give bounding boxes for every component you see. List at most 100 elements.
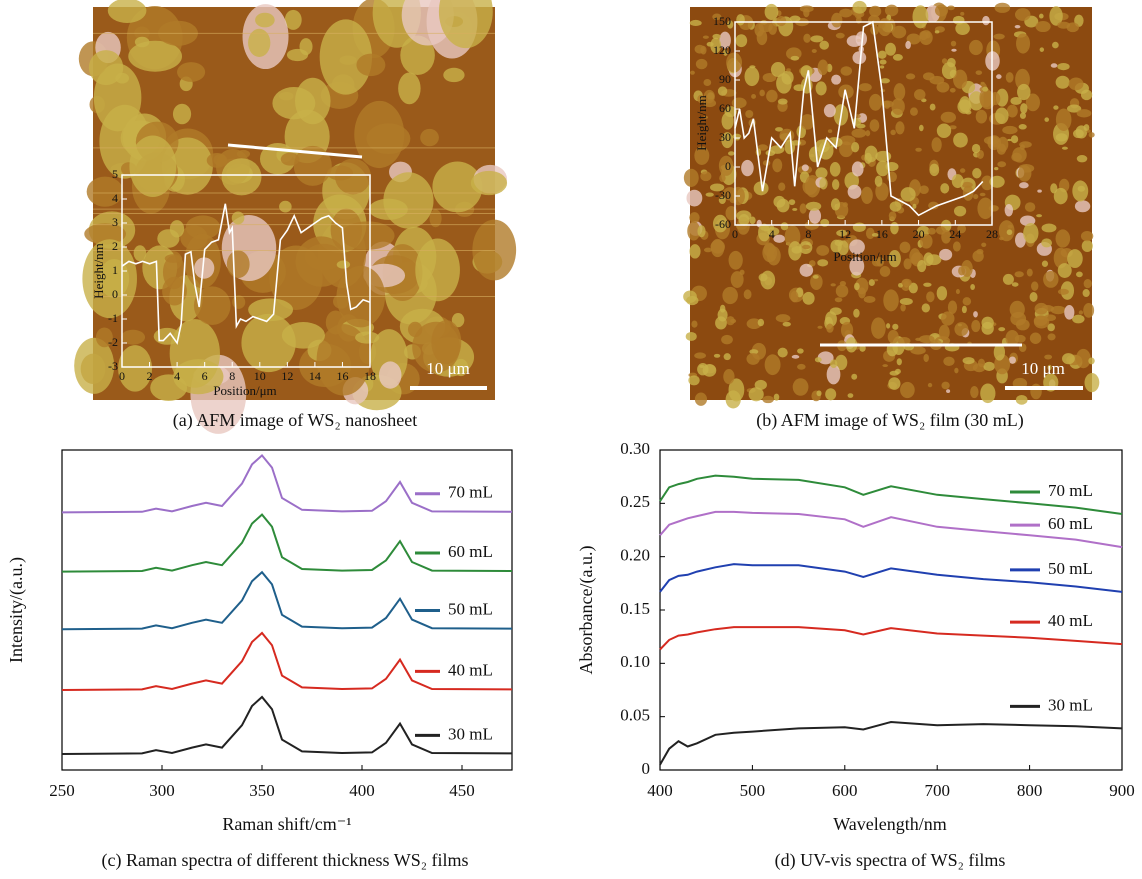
afm-grain xyxy=(1088,132,1095,138)
afm-grain xyxy=(959,168,966,173)
afm-grain xyxy=(915,337,922,342)
afm-grain xyxy=(888,250,901,268)
afm-grain xyxy=(892,53,903,61)
x-tick-label: 0 xyxy=(119,369,125,383)
afm-grain xyxy=(232,295,246,309)
legend-label: 50 mL xyxy=(1048,559,1093,578)
afm-grain xyxy=(780,222,789,231)
afm-grain xyxy=(177,62,206,82)
afm-grain xyxy=(808,260,816,267)
y-tick-label: 2 xyxy=(112,239,118,253)
afm-grain xyxy=(788,241,802,261)
afm-grain xyxy=(330,208,362,252)
afm-grain xyxy=(792,378,809,396)
afm-grain xyxy=(786,68,791,72)
afm-grain xyxy=(951,174,964,189)
afm-grain xyxy=(686,295,699,306)
afm-grain xyxy=(851,373,858,380)
afm-image xyxy=(683,0,1100,409)
afm-grain xyxy=(736,14,745,26)
afm-grain xyxy=(712,13,722,21)
afm-grain xyxy=(868,93,883,111)
x-tick-label: 700 xyxy=(924,781,950,800)
afm-grain xyxy=(749,349,759,355)
afm-grain xyxy=(1036,214,1043,218)
afm-grain xyxy=(882,364,889,368)
y-tick-label: 0.30 xyxy=(620,439,650,458)
afm-grain xyxy=(905,40,911,50)
afm-grain xyxy=(1034,302,1048,315)
afm-grain xyxy=(717,308,728,322)
afm-grain xyxy=(1011,152,1022,162)
afm-grain xyxy=(982,86,989,92)
afm-grain xyxy=(279,200,292,213)
afm-grain xyxy=(703,115,709,119)
afm-grain xyxy=(738,213,750,226)
afm-grain xyxy=(1076,155,1088,163)
afm-grain xyxy=(472,219,517,281)
x-tick-label: 900 xyxy=(1109,781,1135,800)
afm-grain xyxy=(851,128,867,138)
afm-grain xyxy=(865,130,871,137)
afm-grain xyxy=(1006,229,1013,236)
afm-grain xyxy=(842,202,848,208)
afm-grain xyxy=(1029,292,1038,302)
afm-grain xyxy=(1066,104,1082,113)
x-tick-label: 2 xyxy=(147,369,153,383)
afm-grain xyxy=(727,151,735,156)
afm-grain xyxy=(749,216,756,225)
afm-grain xyxy=(836,229,848,237)
afm-grain xyxy=(939,248,953,261)
legend-label: 70 mL xyxy=(1048,481,1093,500)
x-tick-label: 800 xyxy=(1017,781,1043,800)
afm-grain xyxy=(712,214,728,233)
afm-grain xyxy=(913,89,926,101)
afm-grain xyxy=(327,165,354,181)
y-tick-label: -1 xyxy=(108,311,118,325)
afm-grain xyxy=(735,34,748,48)
afm-grain xyxy=(748,387,764,402)
afm-grain xyxy=(877,50,887,59)
series-line xyxy=(61,570,513,631)
afm-grain xyxy=(929,103,936,111)
afm-grain xyxy=(927,227,936,235)
afm-grain xyxy=(957,224,967,234)
afm-grain xyxy=(1014,25,1021,29)
scale-bar-label: 10 μm xyxy=(426,359,470,378)
afm-grain xyxy=(905,73,916,80)
afm-grain xyxy=(884,4,899,17)
afm-grain xyxy=(1076,271,1083,278)
x-axis-label: Position/μm xyxy=(213,383,276,398)
afm-grain xyxy=(694,392,708,406)
series-line xyxy=(734,20,984,217)
afm-grain xyxy=(791,354,800,359)
afm-grain xyxy=(801,164,809,172)
x-tick-label: 16 xyxy=(876,227,888,241)
afm-grain xyxy=(1015,232,1026,248)
afm-grain xyxy=(697,363,709,376)
y-tick-label: 90 xyxy=(719,72,731,86)
afm-grain xyxy=(169,319,220,388)
legend-label: 70 mL xyxy=(448,483,493,502)
afm-grain xyxy=(900,187,916,202)
caption: (a) AFM image of WS₂ nanosheet xyxy=(173,410,417,431)
afm-grain xyxy=(690,70,695,75)
afm-grain xyxy=(743,289,752,300)
afm-grain xyxy=(831,179,840,190)
afm-grain xyxy=(989,175,1005,188)
afm-grain xyxy=(1064,304,1075,320)
afm-grain xyxy=(1049,6,1063,26)
afm-grain xyxy=(1057,21,1071,29)
afm-grain xyxy=(1055,229,1071,248)
y-tick-label: 150 xyxy=(713,14,731,28)
afm-grain xyxy=(281,322,325,349)
afm-grain xyxy=(719,31,731,49)
afm-grain xyxy=(717,86,728,96)
y-tick-label: 60 xyxy=(719,101,731,115)
afm-grain xyxy=(118,345,153,392)
afm-grain xyxy=(921,303,931,313)
afm-grain xyxy=(855,114,861,119)
afm-grain xyxy=(686,189,703,207)
afm-grain xyxy=(295,77,331,125)
afm-grain xyxy=(766,89,778,103)
